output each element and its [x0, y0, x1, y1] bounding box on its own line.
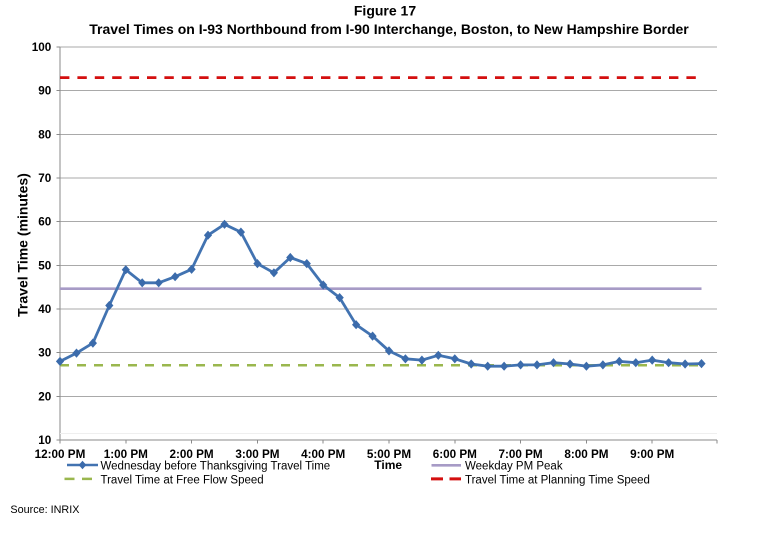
svg-text:Source: INRIX: Source: INRIX: [10, 504, 79, 516]
svg-text:Travel Time at Free Flow Speed: Travel Time at Free Flow Speed: [101, 474, 264, 486]
svg-text:Weekday PM Peak: Weekday PM Peak: [465, 461, 563, 473]
svg-text:Travel Times on I-93 Northboun: Travel Times on I-93 Northbound from I-9…: [89, 21, 689, 37]
svg-text:6:00 PM: 6:00 PM: [433, 448, 477, 461]
svg-text:3:00 PM: 3:00 PM: [235, 448, 279, 461]
svg-text:Time: Time: [374, 458, 402, 472]
svg-text:10: 10: [38, 434, 52, 447]
svg-text:8:00 PM: 8:00 PM: [564, 448, 608, 461]
svg-text:1:00 PM: 1:00 PM: [104, 448, 148, 461]
svg-text:7:00 PM: 7:00 PM: [499, 448, 543, 461]
svg-text:40: 40: [38, 303, 52, 316]
svg-text:20: 20: [38, 390, 52, 403]
svg-text:90: 90: [38, 85, 52, 98]
svg-text:Travel Time at Planning Time S: Travel Time at Planning Time Speed: [465, 474, 650, 486]
svg-text:100: 100: [32, 41, 52, 54]
svg-text:Wednesday before Thanksgiving: Wednesday before Thanksgiving Travel Tim…: [101, 461, 331, 473]
svg-text:30: 30: [38, 347, 52, 360]
svg-text:80: 80: [38, 128, 52, 141]
svg-text:70: 70: [38, 172, 52, 185]
svg-text:60: 60: [38, 216, 52, 229]
svg-text:2:00 PM: 2:00 PM: [170, 448, 214, 461]
svg-text:50: 50: [38, 259, 52, 272]
svg-text:Travel Time (minutes): Travel Time (minutes): [15, 173, 31, 317]
svg-text:5:00 PM: 5:00 PM: [367, 448, 411, 461]
svg-text:4:00 PM: 4:00 PM: [301, 448, 345, 461]
svg-text:Figure 17: Figure 17: [354, 3, 416, 19]
svg-text:12:00 PM: 12:00 PM: [35, 448, 86, 461]
svg-text:9:00 PM: 9:00 PM: [630, 448, 674, 461]
